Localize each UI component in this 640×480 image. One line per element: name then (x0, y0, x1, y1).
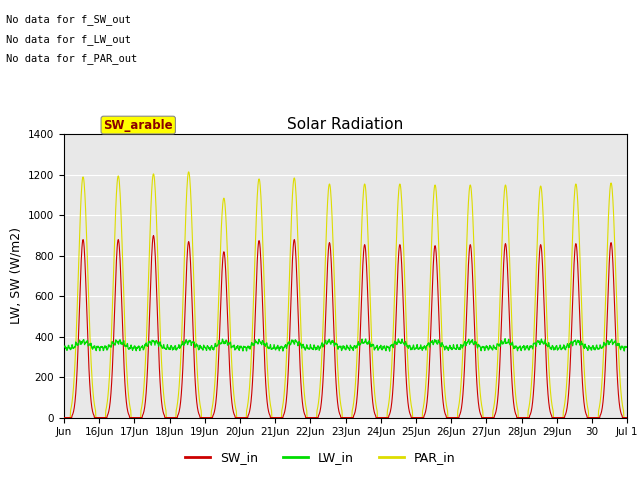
Text: SW_arable: SW_arable (104, 119, 173, 132)
Text: No data for f_LW_out: No data for f_LW_out (6, 34, 131, 45)
Title: Solar Radiation: Solar Radiation (287, 117, 404, 132)
Y-axis label: LW, SW (W/m2): LW, SW (W/m2) (10, 228, 22, 324)
Text: No data for f_PAR_out: No data for f_PAR_out (6, 53, 138, 64)
Legend: SW_in, LW_in, PAR_in: SW_in, LW_in, PAR_in (180, 446, 460, 469)
Text: No data for f_SW_out: No data for f_SW_out (6, 14, 131, 25)
